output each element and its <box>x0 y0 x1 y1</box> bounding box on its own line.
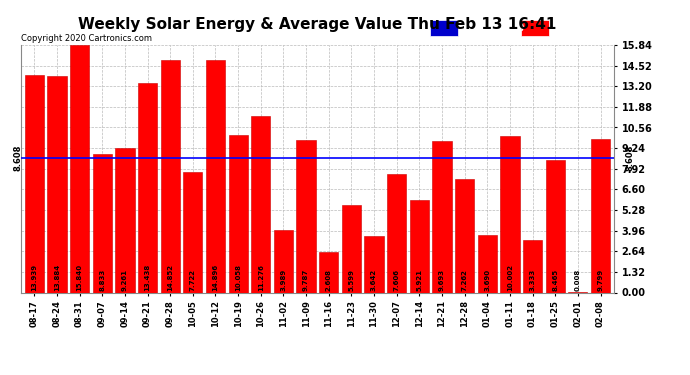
Text: 10.002: 10.002 <box>507 264 513 291</box>
Bar <box>70 45 89 292</box>
Text: 5.921: 5.921 <box>416 269 422 291</box>
Bar <box>115 148 135 292</box>
Bar <box>297 140 316 292</box>
Bar <box>319 252 338 292</box>
Text: 8.608: 8.608 <box>625 145 634 171</box>
Bar <box>546 160 565 292</box>
Text: 13.438: 13.438 <box>144 264 150 291</box>
Text: 11.276: 11.276 <box>258 264 264 291</box>
Bar <box>387 174 406 292</box>
Text: 3.642: 3.642 <box>371 269 377 291</box>
Text: 8.833: 8.833 <box>99 268 106 291</box>
Text: 10.058: 10.058 <box>235 264 241 291</box>
Text: 2.608: 2.608 <box>326 269 332 291</box>
Text: 3.333: 3.333 <box>529 268 535 291</box>
Text: 9.787: 9.787 <box>303 268 309 291</box>
Bar <box>206 60 225 292</box>
Text: Average  ($): Average ($) <box>462 22 525 32</box>
Bar <box>591 140 610 292</box>
Text: 3.989: 3.989 <box>280 268 286 291</box>
Text: 0.008: 0.008 <box>575 268 581 291</box>
Text: 14.852: 14.852 <box>167 264 173 291</box>
Text: Weekly Solar Energy & Average Value Thu Feb 13 16:41: Weekly Solar Energy & Average Value Thu … <box>78 17 557 32</box>
Bar <box>455 179 474 292</box>
Text: 8.465: 8.465 <box>552 269 558 291</box>
Bar <box>342 205 361 292</box>
Text: 3.690: 3.690 <box>484 269 491 291</box>
Bar <box>161 60 180 292</box>
Text: 9.261: 9.261 <box>122 269 128 291</box>
Bar <box>364 236 384 292</box>
Text: 5.599: 5.599 <box>348 269 355 291</box>
Text: 7.606: 7.606 <box>394 269 400 291</box>
Bar <box>48 76 66 292</box>
Bar <box>138 82 157 292</box>
Text: 9.799: 9.799 <box>598 268 604 291</box>
Text: 13.939: 13.939 <box>31 264 37 291</box>
Bar <box>274 230 293 292</box>
Text: 7.722: 7.722 <box>190 269 196 291</box>
Bar <box>477 235 497 292</box>
Text: 15.840: 15.840 <box>77 264 83 291</box>
Bar <box>521 20 549 36</box>
Bar <box>92 154 112 292</box>
Bar <box>184 172 202 292</box>
Bar <box>25 75 44 292</box>
Text: 13.884: 13.884 <box>54 264 60 291</box>
Bar <box>430 20 457 36</box>
Text: 14.896: 14.896 <box>213 264 219 291</box>
Bar <box>523 240 542 292</box>
Text: 7.262: 7.262 <box>462 269 468 291</box>
Bar <box>228 135 248 292</box>
Bar <box>433 141 451 292</box>
Bar <box>410 200 429 292</box>
Text: 9.693: 9.693 <box>439 269 445 291</box>
Text: Daily   ($): Daily ($) <box>552 22 601 32</box>
Text: 8.608: 8.608 <box>14 145 23 171</box>
Bar <box>500 136 520 292</box>
Bar <box>251 116 270 292</box>
Text: Copyright 2020 Cartronics.com: Copyright 2020 Cartronics.com <box>21 34 152 43</box>
